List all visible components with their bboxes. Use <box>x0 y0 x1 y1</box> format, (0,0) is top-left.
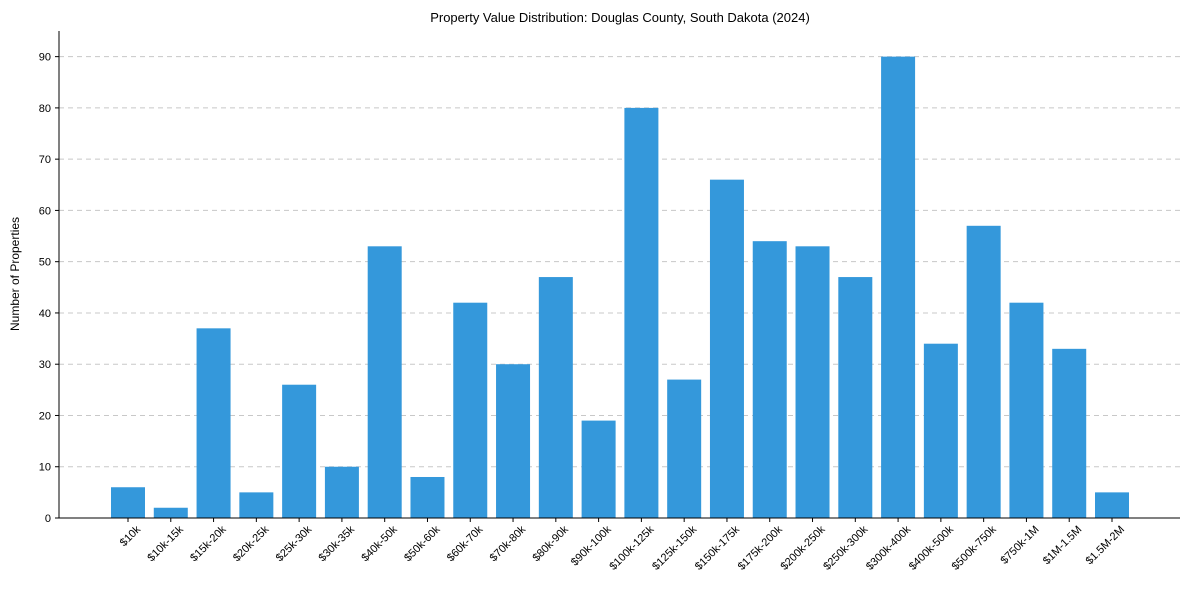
x-tick-label-2: $15k-20k <box>188 523 229 564</box>
x-tick-label-17: $250k-300k <box>821 523 870 572</box>
x-tick-label-16: $200k-250k <box>778 523 827 572</box>
bar-14 <box>709 179 744 519</box>
x-tick-label-6: $40k-50k <box>359 523 400 564</box>
bars <box>111 56 1129 519</box>
bar-4 <box>282 384 317 518</box>
x-tick-label-21: $750k-1M <box>998 524 1041 567</box>
x-tick-label-5: $30k-35k <box>317 523 358 564</box>
bar-12 <box>624 107 659 518</box>
gridlines <box>59 56 1180 468</box>
bar-2 <box>196 328 231 518</box>
y-ticks: 0 10 20 30 40 50 60 70 80 90 <box>39 52 59 525</box>
bar-17 <box>838 277 873 518</box>
x-tick-label-0: $10k <box>118 523 144 549</box>
x-tick-label-19: $400k-500k <box>907 523 956 572</box>
bar-20 <box>966 225 1001 519</box>
bar-1 <box>153 507 188 518</box>
bar-5 <box>324 466 359 518</box>
bar-7 <box>410 476 445 518</box>
bar-13 <box>667 379 702 518</box>
y-tick-label-80: 80 <box>39 103 51 115</box>
y-tick-label-30: 30 <box>39 359 51 371</box>
x-tick-label-8: $60k-70k <box>445 523 486 564</box>
x-ticks: $10k $10k-15k $15k-20k $20k-25k $25k-30k $30k… <box>118 518 1127 573</box>
x-tick-label-15: $175k-200k <box>736 523 785 572</box>
bar-19 <box>923 343 958 518</box>
bar-16 <box>795 246 830 518</box>
x-tick-label-7: $50k-60k <box>402 523 443 564</box>
x-tick-label-1: $10k-15k <box>145 523 186 564</box>
x-tick-label-22: $1M-1.5M <box>1041 524 1085 568</box>
y-tick-label-60: 60 <box>39 205 51 217</box>
y-tick-label-0: 0 <box>45 513 51 525</box>
y-tick-label-10: 10 <box>39 462 51 474</box>
y-tick-label-50: 50 <box>39 257 51 269</box>
bar-8 <box>453 302 488 518</box>
bar-22 <box>1052 348 1087 518</box>
y-tick-label-40: 40 <box>39 308 51 320</box>
bar-9 <box>496 364 531 518</box>
x-tick-label-3: $20k-25k <box>231 523 272 564</box>
x-tick-label-18: $300k-400k <box>864 523 913 572</box>
y-tick-label-20: 20 <box>39 410 51 422</box>
bar-3 <box>239 492 274 518</box>
x-tick-label-10: $80k-90k <box>530 523 571 564</box>
axes <box>58 31 1180 519</box>
x-tick-label-4: $25k-30k <box>274 523 315 564</box>
x-tick-label-23: $1.5M-2M <box>1084 524 1128 568</box>
x-tick-label-14: $150k-175k <box>693 523 742 572</box>
x-tick-label-12: $100k-125k <box>607 523 656 572</box>
x-tick-label-9: $70k-80k <box>488 523 529 564</box>
y-axis-label: Number of Properties <box>8 217 22 331</box>
bar-11 <box>581 420 616 518</box>
x-tick-label-13: $125k-150k <box>650 523 699 572</box>
bar-0 <box>111 487 145 518</box>
bar-18 <box>881 56 916 518</box>
x-tick-label-11: $90k-100k <box>569 523 614 568</box>
x-tick-label-20: $500k-750k <box>950 523 999 572</box>
bar-21 <box>1009 302 1044 518</box>
y-tick-label-70: 70 <box>39 154 51 166</box>
bar-6 <box>367 246 402 518</box>
y-tick-label-90: 90 <box>39 52 51 64</box>
bar-10 <box>538 277 573 518</box>
chart-title: Property Value Distribution: Douglas Cou… <box>430 10 810 25</box>
bar-15 <box>752 241 787 518</box>
bar-23 <box>1095 492 1129 518</box>
